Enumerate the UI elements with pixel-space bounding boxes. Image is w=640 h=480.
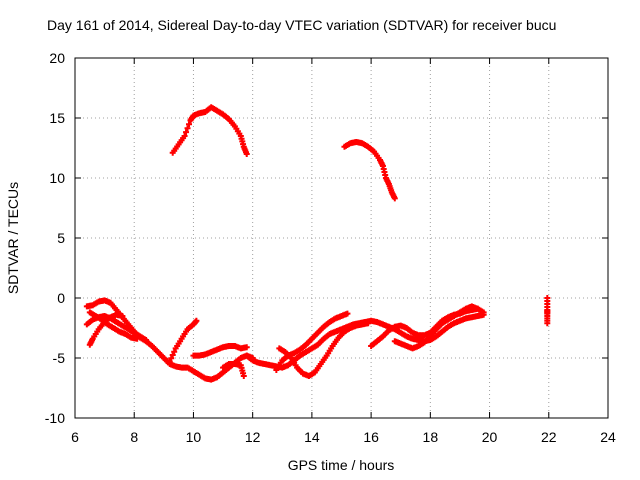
x-tick-label: 18 [423,429,439,445]
data-point [186,121,193,128]
series-arc-4 [86,309,141,342]
series-arc-7 [220,361,247,379]
series-arc-13 [169,104,250,157]
series-arc-14 [341,139,398,202]
data-point [181,133,188,139]
data-point [143,337,150,343]
x-tick-label: 8 [130,429,138,445]
data-point [480,309,487,316]
data-point [344,310,351,317]
x-tick-label: 14 [304,429,320,445]
data-point [544,320,551,327]
y-tick-labels: -10 -5 0 5 10 15 20 [45,50,65,426]
data-point [474,305,481,312]
series-arc-3 [86,311,126,348]
x-tick-label: 16 [363,429,379,445]
plot-frame [74,57,609,419]
data-point [166,358,173,365]
series-arc-5 [166,317,200,365]
x-axis-label: GPS time / hours [288,457,395,473]
y-axis-label: SDTVAR / TECUs [5,182,21,294]
x-tick-label: 10 [186,429,202,445]
data-point [193,317,200,324]
x-tick-label: 6 [71,429,79,445]
x-tick-label: 24 [600,429,616,445]
series-arc-12 [391,303,481,352]
data-point [240,373,247,379]
data-point [134,335,141,342]
series-arc-15 [544,295,551,327]
data-point [183,129,190,136]
axis-ticks [74,57,609,419]
x-tick-label: 20 [482,429,498,445]
data-point [184,125,191,132]
data-point [168,355,175,362]
x-tick-label: 22 [541,429,557,445]
data-point [169,352,176,358]
data-point [119,313,126,319]
series-arc-6 [190,343,250,359]
data-points [83,104,551,383]
y-tick-label: -10 [45,410,65,426]
y-tick-label: 20 [49,50,65,66]
data-point [243,151,250,157]
data-point [243,344,250,351]
data-point [171,348,178,355]
series-arc-10 [276,320,372,379]
y-tick-label: 10 [49,170,65,186]
x-tick-label: 12 [245,429,261,445]
chart-title: Day 161 of 2014, Sidereal Day-to-day VTE… [47,17,556,33]
y-tick-label: 15 [49,110,65,126]
y-tick-label: 5 [57,230,65,246]
y-tick-label: -5 [53,350,66,366]
grid-lines [75,58,608,418]
y-tick-label: 0 [57,290,65,306]
data-point [365,320,372,327]
data-point [391,195,398,202]
series-arc-1 [83,297,256,383]
x-tick-labels: 6 8 10 12 14 16 18 20 22 24 [71,429,616,445]
